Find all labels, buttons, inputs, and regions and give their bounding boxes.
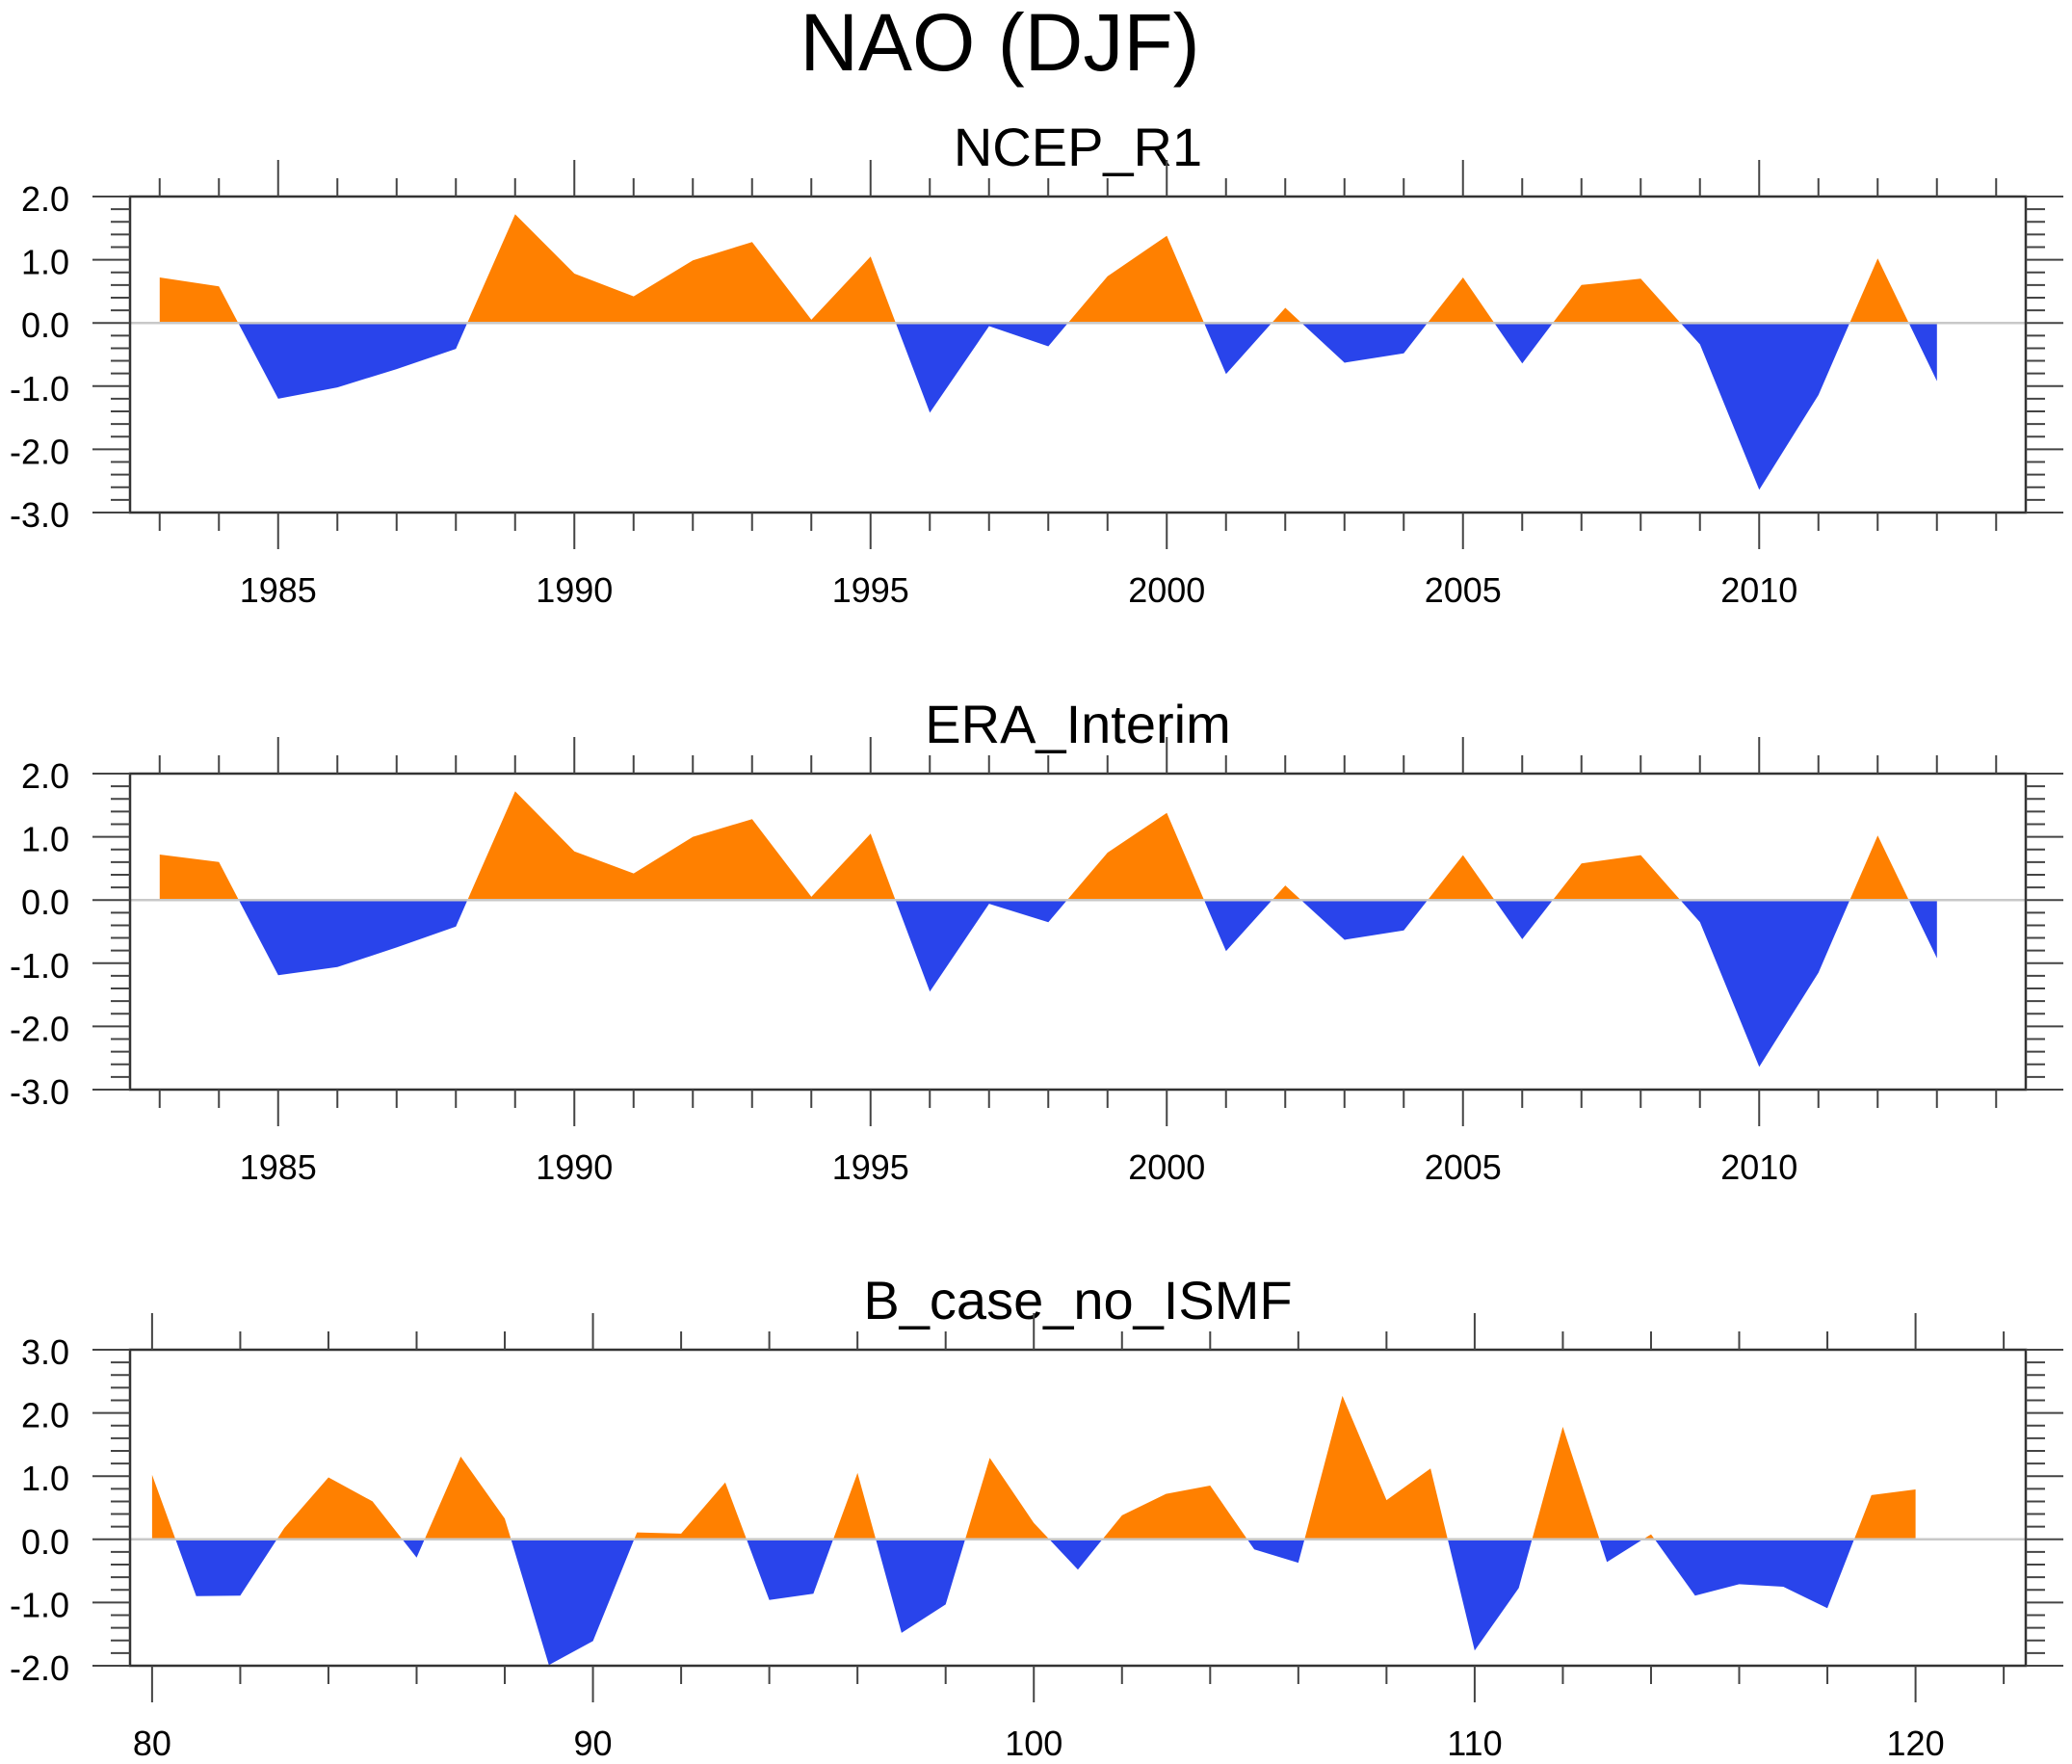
- x-tick-label: 100: [1005, 1724, 1062, 1763]
- y-tick-label: 1.0: [21, 820, 69, 859]
- x-tick-label: 1985: [240, 1147, 317, 1187]
- positive-area: [151, 1395, 1916, 1540]
- x-tick-label: 2000: [1128, 570, 1205, 610]
- y-tick-label: -2.0: [10, 1648, 69, 1688]
- positive-area: [159, 214, 1909, 324]
- negative-area: [175, 1539, 1854, 1666]
- y-tick-label: -3.0: [10, 495, 69, 535]
- y-tick-label: 0.0: [21, 882, 69, 922]
- y-tick-label: -1.0: [10, 369, 69, 408]
- x-tick-label: 90: [574, 1724, 613, 1763]
- y-tick-label: -3.0: [10, 1072, 69, 1112]
- x-tick-label: 1990: [536, 1147, 613, 1187]
- positive-area: [159, 791, 1909, 901]
- y-tick-label: -2.0: [10, 1009, 69, 1048]
- x-tick-label: 110: [1447, 1724, 1502, 1763]
- figure-title: NAO (DJF): [800, 0, 1199, 88]
- panel-era-interim: ERA_Interim 1985 1990 1995 2000 2005 2010 2.0 1…: [10, 694, 2063, 1187]
- y-tick-label: -1.0: [10, 946, 69, 986]
- y-tick-label: 0.0: [21, 1522, 69, 1562]
- x-tick-label: 1990: [536, 570, 613, 610]
- y-tick-label: 2.0: [21, 756, 69, 796]
- y-tick-label: 3.0: [21, 1332, 69, 1372]
- y-tick-label: 1.0: [21, 1459, 69, 1498]
- panel-title: ERA_Interim: [925, 694, 1230, 754]
- x-tick-label: 80: [133, 1724, 171, 1763]
- x-tick-label: 1985: [240, 570, 317, 610]
- panel-b-case-no-ismf: B_case_no_ISMF 80 90 100 110 120 3.0 2.0 1.0 0.0…: [10, 1270, 2063, 1763]
- y-tick-label: -1.0: [10, 1585, 69, 1624]
- panel-title: B_case_no_ISMF: [863, 1270, 1292, 1330]
- x-tick-label: 2005: [1425, 570, 1502, 610]
- y-tick-label: 0.0: [21, 305, 69, 345]
- y-tick-label: 2.0: [21, 179, 69, 219]
- panel-ncep-r1: NCEP_R1 1985 1990 1995 2000 2005 2010 2.0 1.0 0.…: [10, 117, 2063, 610]
- negative-area: [238, 900, 1937, 1067]
- x-tick-label: 1995: [832, 570, 909, 610]
- x-tick-label: 2010: [1720, 1147, 1797, 1187]
- plot-frame: [128, 772, 2028, 1092]
- x-tick-label: 2000: [1128, 1147, 1205, 1187]
- y-tick-label: 2.0: [21, 1396, 69, 1435]
- x-tick-label: 120: [1887, 1724, 1945, 1763]
- negative-area: [238, 323, 1937, 490]
- plot-frame: [128, 195, 2028, 514]
- plot-frame: [128, 1348, 2028, 1668]
- y-tick-label: 1.0: [21, 243, 69, 282]
- panel-title: NCEP_R1: [954, 117, 1202, 177]
- x-tick-label: 2010: [1720, 570, 1797, 610]
- x-tick-label: 2005: [1425, 1147, 1502, 1187]
- x-tick-label: 1995: [832, 1147, 909, 1187]
- y-tick-label: -2.0: [10, 432, 69, 471]
